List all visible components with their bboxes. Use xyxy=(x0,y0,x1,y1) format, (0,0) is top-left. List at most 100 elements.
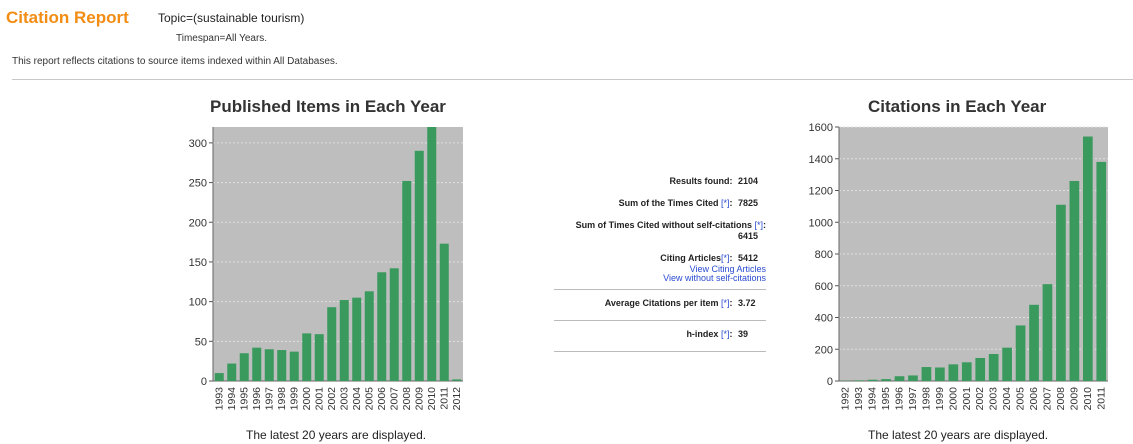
average-citations-value: 3.72 xyxy=(738,298,756,308)
y-tick-label: 150 xyxy=(189,257,207,269)
x-tick-label: 1995 xyxy=(238,387,250,411)
bar xyxy=(975,357,986,381)
results-found-value: 2104 xyxy=(738,176,759,186)
y-tick-label: 800 xyxy=(815,249,833,261)
bar xyxy=(1015,325,1026,381)
bar xyxy=(867,379,878,381)
sum-no-self-value: 6415 xyxy=(738,231,759,241)
bar xyxy=(881,379,891,381)
x-tick-label: 2008 xyxy=(401,387,413,411)
y-tick-label: 100 xyxy=(189,297,207,309)
x-tick-label: 1995 xyxy=(880,387,892,411)
y-tick-label: 0 xyxy=(201,376,207,388)
bar xyxy=(1029,304,1039,381)
x-tick-label: 2010 xyxy=(1082,387,1094,411)
x-tick-label: 1999 xyxy=(288,387,300,411)
bar xyxy=(339,300,349,381)
x-tick-label: 2004 xyxy=(351,387,363,411)
x-tick-label: 2007 xyxy=(388,387,400,411)
x-tick-label: 2006 xyxy=(376,387,388,411)
y-tick-label: 1000 xyxy=(809,217,833,229)
citations-chart-footnote: The latest 20 years are displayed. xyxy=(868,428,1049,442)
x-tick-label: 2002 xyxy=(326,387,338,411)
y-tick-label: 1200 xyxy=(809,186,833,198)
sum-cited-label: Sum of the Times Cited xyxy=(618,198,719,208)
x-tick-label: 2011 xyxy=(438,387,450,410)
x-tick-label: 2001 xyxy=(313,387,325,411)
topic-query: Topic=(sustainable tourism) xyxy=(158,11,305,25)
bar xyxy=(452,379,462,381)
y-tick-label: 600 xyxy=(815,281,833,293)
bar xyxy=(214,373,224,381)
x-tick-label: 2005 xyxy=(1015,387,1027,411)
timespan: Timespan=All Years. xyxy=(176,33,268,44)
y-tick-label: 300 xyxy=(189,138,207,150)
x-tick-label: 2008 xyxy=(1055,387,1067,411)
bar xyxy=(894,376,905,381)
x-tick-label: 1996 xyxy=(251,387,263,411)
sum-no-self-row: Sum of Times Cited without self-citation… xyxy=(575,220,766,241)
y-tick-label: 200 xyxy=(189,217,207,229)
bar xyxy=(439,243,449,381)
results-found-row: Results found: 2104 xyxy=(548,176,766,187)
y-tick-label: 250 xyxy=(189,178,207,190)
x-tick-label: 1999 xyxy=(934,387,946,411)
average-citations-help-link[interactable]: [*] xyxy=(720,298,730,308)
average-citations-label: Average Citations per item xyxy=(604,298,719,308)
bar xyxy=(921,367,932,381)
stats-divider xyxy=(554,351,766,352)
x-tick-label: 1998 xyxy=(276,387,288,411)
x-tick-label: 1997 xyxy=(263,387,275,411)
bar xyxy=(1056,204,1066,381)
bar xyxy=(427,127,437,381)
x-tick-label: 2011 xyxy=(1095,387,1107,410)
x-tick-label: 2000 xyxy=(301,387,313,411)
x-tick-label: 2007 xyxy=(1041,387,1053,411)
y-tick-label: 50 xyxy=(195,336,207,348)
bar xyxy=(988,354,999,381)
y-tick-label: 1400 xyxy=(809,154,833,166)
h-index-row: h-index [*]: 39 xyxy=(548,329,766,340)
bar xyxy=(1096,161,1107,381)
x-tick-label: 1997 xyxy=(907,387,919,411)
citing-articles-label: Citing Articles xyxy=(660,253,721,263)
y-tick-label: 200 xyxy=(815,344,833,356)
sum-no-self-help-link[interactable]: [*] xyxy=(754,220,763,230)
bar xyxy=(948,364,959,381)
bar xyxy=(239,353,249,381)
divider xyxy=(12,79,1133,80)
x-tick-label: 2002 xyxy=(974,387,986,411)
x-tick-label: 2000 xyxy=(947,387,959,411)
sum-cited-help-link[interactable]: [*] xyxy=(720,198,730,208)
sum-cited-value: 7825 xyxy=(738,198,759,208)
view-citing-articles-link[interactable]: View Citing Articles xyxy=(689,264,766,274)
x-tick-label: 1994 xyxy=(226,387,238,411)
bar xyxy=(1082,136,1093,381)
x-tick-label: 2006 xyxy=(1028,387,1040,411)
bar xyxy=(327,307,337,381)
bar xyxy=(402,180,412,381)
bar xyxy=(377,272,387,381)
citing-articles-row: Citing Articles[*]: 5412 xyxy=(548,253,766,264)
citing-links: View Citing Articles View without self-c… xyxy=(548,265,766,283)
citing-articles-help-link[interactable]: [*] xyxy=(720,253,730,263)
bar xyxy=(352,297,362,381)
x-tick-label: 2003 xyxy=(338,387,350,411)
h-index-help-link[interactable]: [*] xyxy=(720,329,730,339)
h-index-value: 39 xyxy=(738,329,749,339)
x-tick-label: 1993 xyxy=(213,387,225,411)
x-tick-label: 2003 xyxy=(988,387,1000,411)
bar xyxy=(314,334,324,381)
bar xyxy=(414,150,424,381)
bar xyxy=(277,350,287,381)
x-tick-label: 1998 xyxy=(920,387,932,411)
bar xyxy=(908,375,918,381)
x-tick-label: 1994 xyxy=(867,387,879,411)
view-without-self-citations-link[interactable]: View without self-citations xyxy=(663,273,766,283)
report-title: Citation Report xyxy=(6,8,129,27)
x-tick-label: 2001 xyxy=(961,387,973,411)
published-chart-title: Published Items in Each Year xyxy=(210,97,446,116)
bar xyxy=(289,351,299,381)
y-tick-label: 1600 xyxy=(809,122,833,134)
